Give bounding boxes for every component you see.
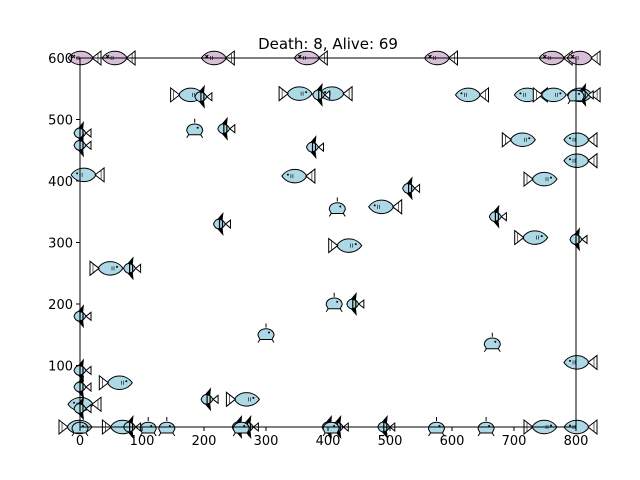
fish-marker bbox=[501, 131, 536, 148]
fish-marker bbox=[454, 86, 489, 103]
chart-axes: 0 100 200 300 400 500 600 700 800 100 200 300 400 500… bbox=[48, 52, 588, 449]
x-tick-label: 300 bbox=[254, 434, 279, 449]
fish-marker bbox=[328, 237, 363, 254]
fish-marker bbox=[98, 374, 133, 391]
fish-marker bbox=[368, 198, 403, 215]
pufferfish-marker bbox=[322, 417, 340, 437]
y-tick-label: 400 bbox=[48, 175, 73, 190]
fish-marker bbox=[514, 229, 549, 246]
angelfish-marker bbox=[123, 256, 142, 281]
angelfish-marker bbox=[488, 204, 507, 229]
angelfish-marker bbox=[402, 176, 421, 201]
angelfish-marker bbox=[346, 292, 365, 316]
angelfish-marker bbox=[217, 116, 236, 141]
pufferfish-marker bbox=[257, 323, 275, 343]
pufferfish-marker bbox=[325, 292, 343, 313]
angelfish-marker bbox=[73, 358, 92, 383]
angelfish-marker bbox=[212, 212, 231, 237]
x-tick-label: 0 bbox=[76, 434, 84, 449]
x-tick-label: 800 bbox=[564, 434, 589, 449]
angelfish-marker bbox=[73, 304, 92, 329]
x-tick-label: 400 bbox=[316, 434, 341, 449]
fish-marker bbox=[532, 86, 567, 103]
angelfish-marker bbox=[194, 84, 213, 109]
fish-marker bbox=[89, 260, 124, 277]
x-tick-label: 600 bbox=[440, 434, 465, 449]
pufferfish-marker bbox=[139, 417, 157, 437]
y-tick-label: 300 bbox=[48, 237, 73, 252]
angelfish-marker bbox=[312, 82, 331, 107]
y-tick-label: 200 bbox=[48, 298, 73, 313]
pufferfish-marker bbox=[483, 332, 501, 353]
fish-marker bbox=[318, 85, 353, 102]
y-tick-label: 100 bbox=[48, 360, 73, 375]
y-tick-label: 500 bbox=[48, 114, 73, 129]
fish-marker bbox=[225, 391, 261, 408]
x-tick-label: 200 bbox=[192, 434, 217, 449]
x-tick-label: 700 bbox=[502, 434, 527, 449]
pufferfish-marker bbox=[232, 417, 250, 437]
x-tick-label: 500 bbox=[378, 434, 403, 449]
fish-marker bbox=[281, 168, 316, 185]
pufferfish-marker bbox=[427, 417, 446, 437]
pufferfish-marker bbox=[477, 417, 495, 437]
pufferfish-marker bbox=[186, 118, 204, 139]
pufferfish-marker bbox=[158, 417, 176, 437]
pufferfish-marker bbox=[328, 197, 346, 217]
chart-title: Death: 8, Alive: 69 bbox=[258, 35, 398, 53]
x-tick-label: 100 bbox=[130, 434, 155, 449]
fish-marker bbox=[278, 85, 313, 102]
angelfish-marker bbox=[200, 387, 219, 412]
fish-marker bbox=[523, 171, 558, 188]
fish-marker bbox=[70, 166, 105, 183]
angelfish-marker bbox=[305, 135, 324, 160]
y-tick-label: 600 bbox=[48, 52, 73, 67]
angelfish-marker bbox=[377, 415, 396, 439]
